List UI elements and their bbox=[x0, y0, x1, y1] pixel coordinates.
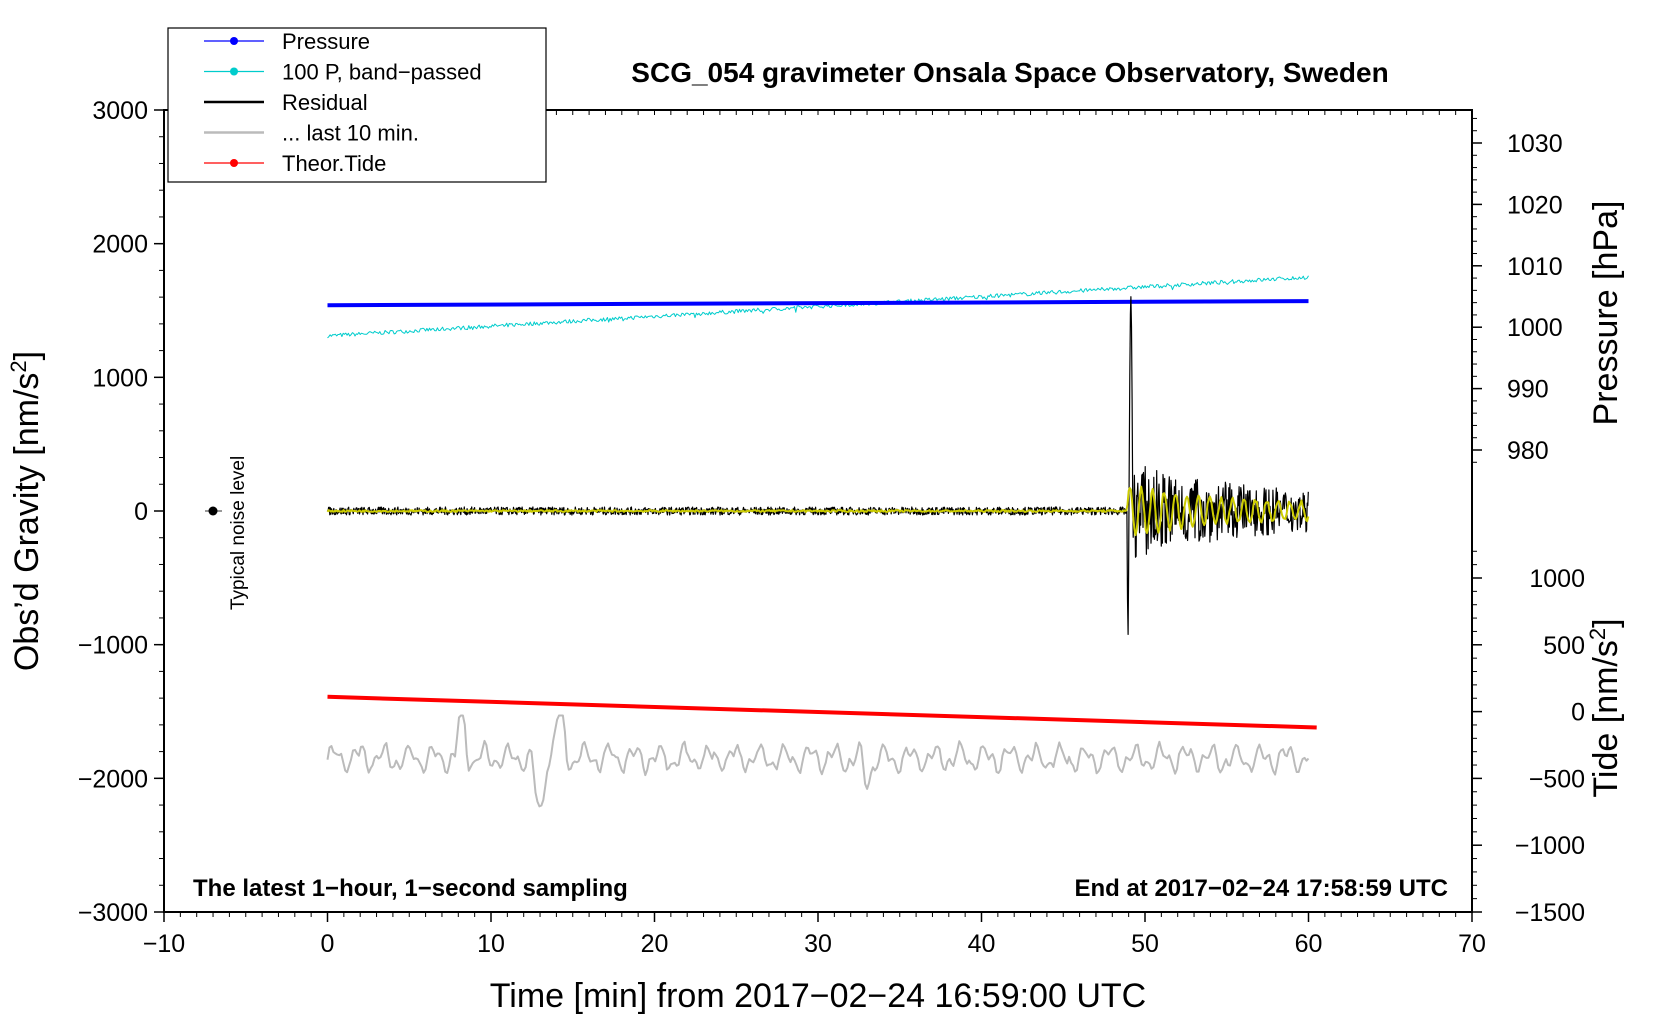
legend-label: Residual bbox=[282, 90, 368, 115]
tide-tick-label: 1000 bbox=[1529, 565, 1585, 593]
series-layer bbox=[326, 275, 1317, 808]
series-residual-filtered bbox=[326, 485, 1310, 537]
series-residual bbox=[327, 296, 1309, 635]
legend-label: 100 P, band−passed bbox=[282, 60, 482, 85]
tide-tick-label: 0 bbox=[1571, 699, 1585, 727]
pressure-tick-label: 990 bbox=[1507, 376, 1549, 404]
legend-label: ... last 10 min. bbox=[282, 121, 419, 146]
x-tick-label: 0 bbox=[321, 930, 335, 958]
series-last-10-min bbox=[326, 714, 1310, 808]
legend-marker bbox=[230, 67, 238, 76]
noise-level-marker: Typical noise level bbox=[205, 456, 249, 610]
x-tick-label: 40 bbox=[968, 930, 996, 958]
y-left-label-close: ] bbox=[8, 351, 46, 360]
y-left-tick-label: 2000 bbox=[92, 231, 148, 259]
x-tick-label: 50 bbox=[1131, 930, 1159, 958]
y-axis-label-left: Obs’d Gravity [nm/s2] bbox=[6, 351, 46, 671]
pressure-tick-label: 980 bbox=[1507, 437, 1549, 465]
y-left-label-sup: 2 bbox=[6, 360, 31, 372]
pressure-tick-label: 1000 bbox=[1507, 314, 1563, 342]
y-left-tick-label: −3000 bbox=[78, 899, 148, 927]
x-tick-label: 30 bbox=[804, 930, 832, 958]
x-tick-label: −10 bbox=[143, 930, 185, 958]
y-left-label-main: Obs’d Gravity [nm/s bbox=[8, 373, 46, 672]
series-theoretical-tide bbox=[327, 694, 1317, 730]
y-left-tick-label: 3000 bbox=[92, 97, 148, 125]
legend-item: Pressure bbox=[204, 29, 370, 54]
legend-marker bbox=[230, 159, 238, 167]
x-tick-label: 60 bbox=[1295, 930, 1323, 958]
legend-label: Pressure bbox=[282, 29, 370, 54]
y-left-tick-label: 1000 bbox=[92, 364, 148, 392]
y-left-tick-label: 0 bbox=[134, 498, 148, 526]
legend-label: Theor.Tide bbox=[282, 151, 386, 176]
y-axis-label-tide: Tide [nm/s2] bbox=[1585, 618, 1625, 797]
y-left-tick-label: −1000 bbox=[78, 632, 148, 660]
legend-item: Theor.Tide bbox=[204, 151, 386, 176]
tide-tick-label: −500 bbox=[1529, 765, 1585, 793]
x-tick-label: 70 bbox=[1458, 930, 1486, 958]
x-tick-label: 10 bbox=[477, 930, 505, 958]
noise-point bbox=[208, 506, 218, 516]
tide-tick-label: −1000 bbox=[1515, 832, 1585, 860]
y-left-tick-label: −2000 bbox=[78, 765, 148, 793]
pressure-tick-label: 1020 bbox=[1507, 191, 1563, 219]
tide-tick-label: 500 bbox=[1543, 632, 1585, 660]
series-pressure bbox=[327, 299, 1309, 308]
tide-label-close: ] bbox=[1587, 618, 1625, 627]
chart-title: SCG_054 gravimeter Onsala Space Observat… bbox=[631, 57, 1388, 88]
annotation-right: End at 2017−02−24 17:58:59 UTC bbox=[1074, 875, 1448, 902]
legend-item: Residual bbox=[204, 90, 368, 115]
x-axis-label: Time [min] from 2017−02−24 16:59:00 UTC bbox=[490, 977, 1146, 1015]
pressure-tick-label: 1030 bbox=[1507, 130, 1563, 158]
noise-label: Typical noise level bbox=[228, 456, 249, 610]
axis-ticks: −10 0 10 20 30 40 50 60 703000200010000−1000−200… bbox=[78, 97, 1585, 958]
series-band-passed-pressure bbox=[327, 275, 1309, 339]
x-tick-label: 20 bbox=[641, 930, 669, 958]
legend-marker bbox=[230, 37, 238, 45]
y-axis-label-pressure: Pressure [hPa] bbox=[1587, 201, 1625, 426]
tide-tick-label: −1500 bbox=[1515, 899, 1585, 927]
annotation-left: The latest 1−hour, 1−second sampling bbox=[193, 875, 628, 902]
tide-label-main: Tide [nm/s bbox=[1587, 640, 1625, 797]
pressure-tick-label: 1010 bbox=[1507, 253, 1563, 281]
legend-item: ... last 10 min. bbox=[204, 121, 419, 146]
legend-box bbox=[167, 27, 547, 183]
legend-item: 100 P, band−passed bbox=[204, 60, 482, 85]
tide-label-sup: 2 bbox=[1585, 628, 1610, 640]
legend: Pressure 100 P, band−passed Residual ... la… bbox=[167, 27, 547, 183]
